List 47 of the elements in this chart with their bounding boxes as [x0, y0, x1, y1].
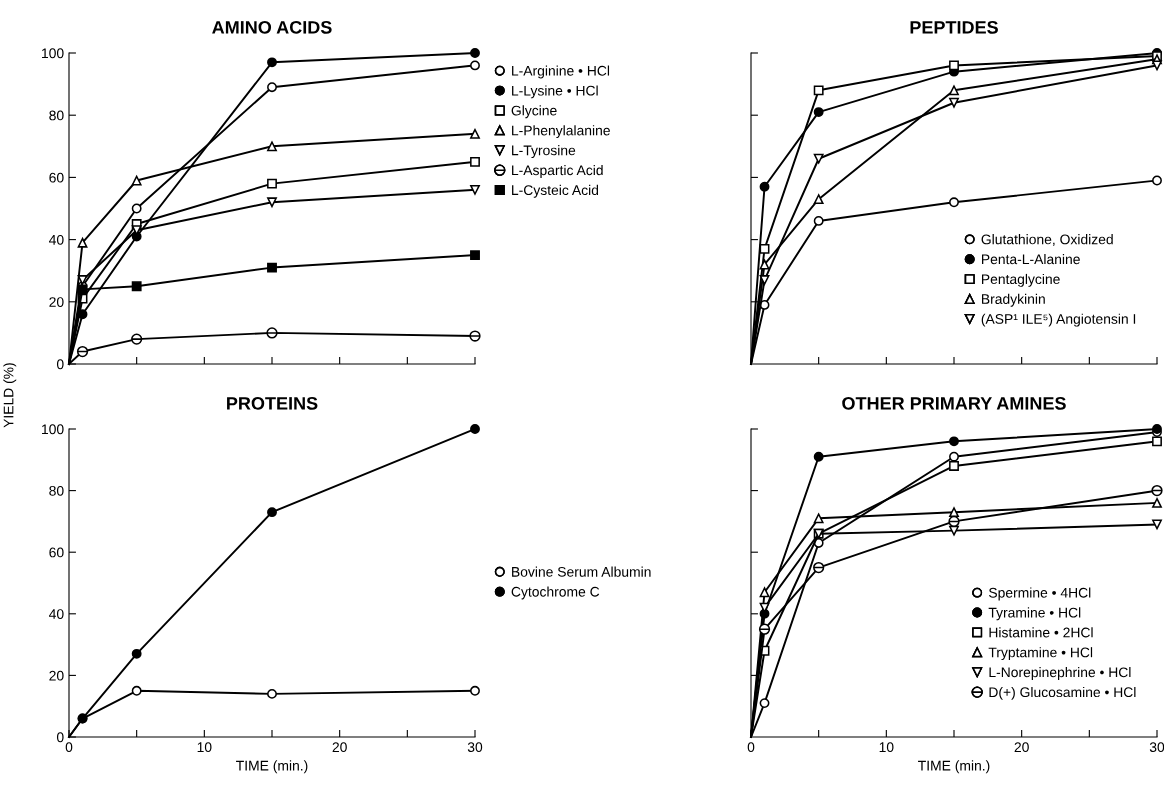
y-tick-label: 80	[49, 485, 64, 496]
x-tick-label: 10	[197, 742, 212, 753]
chart-title: PEPTIDES	[910, 20, 998, 34]
chart-title: PROTEINS	[227, 396, 318, 410]
legend-label: Bovine Serum Albumin	[512, 566, 651, 577]
y-tick-label: 40	[49, 234, 64, 245]
x-tick-label: 10	[879, 742, 894, 753]
x-axis-title: TIME (min.)	[918, 760, 990, 774]
y-tick-label: 80	[49, 110, 64, 121]
legend-label: D(+) Glucosamine • HCl	[989, 686, 1136, 700]
y-tick-label: 60	[49, 547, 64, 558]
legend-label: L-Lysine • HCl	[512, 85, 598, 99]
legend-label: L-Aspartic Acid	[512, 164, 603, 178]
legend-label: Glutathione, Oxidized	[981, 234, 1113, 246]
x-tick-label: 30	[467, 742, 483, 753]
chart-title: AMINO ACIDS	[212, 20, 332, 34]
legend-label: L-Tyrosine	[512, 145, 576, 159]
legend-label: Bradykinin	[982, 293, 1045, 307]
legend-label: Penta-L-Alanine	[982, 254, 1080, 265]
legend-label: Tyramine • HCl	[988, 607, 1081, 621]
x-tick-label: 0	[747, 742, 755, 753]
chart-title: OTHER PRIMARY AMINES	[842, 396, 1066, 410]
legend-label: Spermine • 4HCl	[988, 587, 1091, 601]
x-tick-label: 30	[1149, 742, 1164, 753]
y-tick-label: 60	[49, 172, 64, 183]
legend-label: L-Arginine • HCl	[512, 65, 610, 79]
legend-label: (ASP¹ ILE⁵) Angiotensin I	[981, 313, 1136, 327]
y-tick-label: 0	[56, 359, 64, 370]
legend-label: Pentaglycine	[982, 273, 1060, 287]
y-tick-label: 40	[49, 609, 64, 619]
legend-label: L-Phenylalanine	[512, 125, 610, 139]
legend-label: Histamine • 2HCl	[989, 627, 1093, 638]
y-tick-label: 20	[49, 670, 64, 681]
x-axis-title: TIME (min.)	[236, 760, 308, 774]
x-tick-label: 0	[65, 742, 73, 753]
legend-label: L-Norepinephrine • HCl	[989, 667, 1131, 680]
legend-label: Cytochrome C	[511, 586, 600, 600]
legend-label: L-Cysteic Acid	[512, 184, 599, 198]
y-tick-label: 20	[49, 297, 64, 307]
x-tick-label: 20	[332, 742, 347, 753]
x-tick-label: 20	[1014, 742, 1029, 753]
y-axis-title: YIELD (%)	[3, 363, 17, 428]
y-tick-label: 0	[56, 732, 64, 743]
y-tick-label: 100	[42, 48, 64, 59]
y-tick-label: 100	[42, 424, 64, 435]
legend-label: Glycine	[511, 105, 557, 119]
legend-label: Tryptamine • HCl	[988, 647, 1093, 661]
